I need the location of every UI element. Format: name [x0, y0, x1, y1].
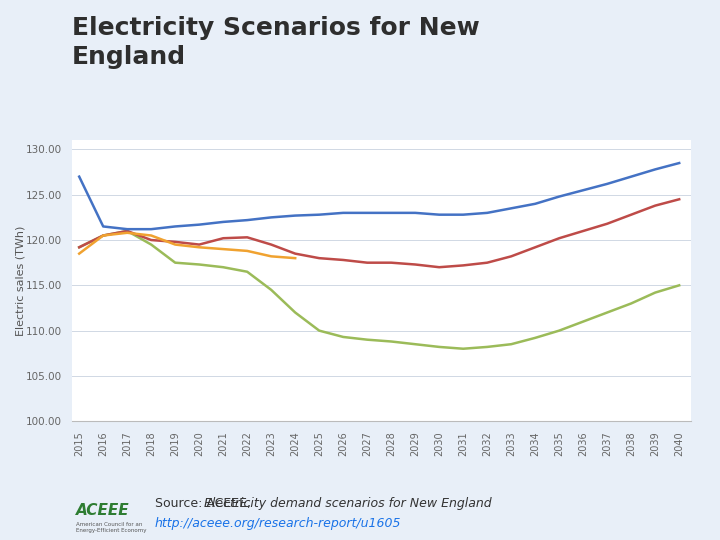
Legend: AEO electric sales, Accelerated total, Aggressive total, ISO NE 50 50 forecast: AEO electric sales, Accelerated total, A…	[118, 538, 645, 540]
Text: Electricity demand scenarios for New England: Electricity demand scenarios for New Eng…	[204, 497, 491, 510]
Text: http://aceee.org/research-report/u1605: http://aceee.org/research-report/u1605	[155, 517, 401, 530]
Text: Source: ACEEE,: Source: ACEEE,	[155, 497, 255, 510]
Text: American Council for an
Energy-Efficient Economy: American Council for an Energy-Efficient…	[76, 523, 146, 534]
Y-axis label: Electric sales (TWh): Electric sales (TWh)	[15, 226, 25, 336]
Text: Electricity Scenarios for New
England: Electricity Scenarios for New England	[72, 16, 480, 69]
Text: ACEEE: ACEEE	[76, 503, 129, 518]
